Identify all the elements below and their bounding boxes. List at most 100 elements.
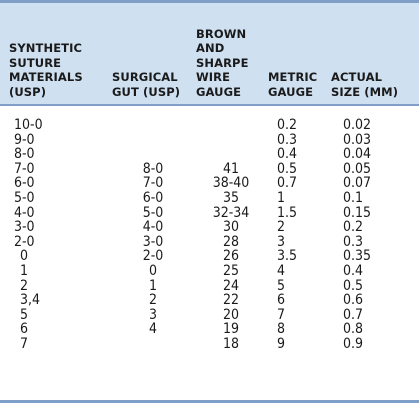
table-cell: 8-0 [142, 160, 164, 177]
table-cell: 20 [222, 306, 240, 323]
table-cell: 0.4 [343, 262, 364, 279]
header-line: GAUGE [196, 84, 242, 99]
table-cell: 1 [20, 262, 29, 279]
header-line: GAUGE [268, 84, 314, 99]
table-cell: 6 [277, 292, 286, 309]
table-cell: 3 [277, 233, 286, 250]
header-line: MATERIALS [9, 70, 83, 84]
table-cell: 2 [277, 219, 286, 236]
table-cell: 3,4 [20, 292, 41, 309]
column-actual: 0.02 0.03 0.04 0.05 0.07 0.1 0.15 0.2 0.3 0.35 0.4… [343, 118, 387, 366]
header-line: SIZE (MM) [331, 84, 399, 99]
table-cell: 0.6 [343, 292, 364, 309]
table-cell [209, 352, 253, 367]
header-line: SUTURE [9, 55, 62, 70]
table-cell: 0 [20, 248, 29, 265]
header-line: ACTUAL [331, 70, 382, 84]
table-cell [133, 352, 173, 367]
table-cell: 0.2 [343, 219, 364, 236]
table-cell: 10-0 [14, 117, 43, 133]
table-cell: 1 [148, 277, 157, 294]
table-cell: 7 [277, 306, 286, 323]
column-synthetic: 10-0 9-0 8-0 7-0 6-0 5-0 4-0 3-0 2-0 0 1 2 3,4 5 6 7 [14, 118, 54, 366]
table-cell: 2 [148, 292, 157, 309]
header-actual: ACTUAL SIZE (MM) [331, 70, 398, 99]
table-cell: 28 [222, 233, 240, 250]
table-cell: 3 [148, 306, 157, 323]
table-cell: 4-0 [142, 219, 164, 236]
header-synthetic: SYNTHETIC SUTURE MATERIALS (USP) [9, 41, 83, 99]
column-metric: 0.2 0.3 0.4 0.5 0.7 1 1.5 2 3 3.5 4 5 6 7 8 9 [277, 118, 311, 366]
table-cell: 2 [20, 277, 29, 294]
header-line: AND [196, 41, 225, 55]
table-cell: 5 [277, 277, 286, 294]
table-cell: 0 [148, 262, 157, 279]
table-cell: 0.2 [277, 117, 298, 133]
table-cell: 41 [222, 160, 240, 177]
header-metric: METRIC GAUGE [268, 70, 317, 99]
table-cell [133, 133, 173, 148]
header-surgical: SURGICAL GUT (USP) [112, 70, 180, 99]
table-cell: 4 [148, 321, 157, 338]
table-cell [133, 147, 173, 162]
header-line: SYNTHETIC [9, 41, 83, 55]
table-cell: 6-0 [14, 175, 35, 192]
table-cell: 0.4 [277, 146, 298, 163]
header-brown-sharpe: BROWN AND SHARPE WIRE GAUGE [196, 27, 249, 100]
table-cell [14, 352, 54, 367]
table-cell: 5-0 [142, 204, 164, 221]
table-cell: 0.3 [343, 233, 364, 250]
table-cell: 0.5 [277, 160, 298, 177]
table-cell: 0.05 [343, 160, 372, 177]
table-cell: 5-0 [14, 189, 35, 206]
table-cell: 0.07 [343, 175, 372, 192]
table-cell: 0.02 [343, 117, 372, 133]
table-cell: 3.5 [277, 248, 298, 265]
table-cell: 3-0 [14, 219, 35, 236]
column-surgical: 8-0 7-0 6-0 5-0 4-0 3-0 2-0 0 1 2 3 4 [133, 118, 173, 366]
table-cell: 8 [277, 321, 286, 338]
table-cell: 35 [222, 189, 240, 206]
table-cell: 7-0 [142, 175, 164, 192]
table-cell: 6-0 [142, 189, 164, 206]
header-line: SHARPE [196, 55, 249, 70]
top-rule [0, 0, 419, 3]
table-cell [209, 147, 253, 162]
bottom-rule [0, 400, 419, 403]
table-cell: 25 [222, 262, 240, 279]
table-cell: 0.5 [343, 277, 364, 294]
table-cell: 7 [20, 335, 29, 352]
table-cell [277, 352, 311, 367]
table-cell [133, 337, 173, 352]
table-cell: 1 [277, 189, 286, 206]
table-cell: 0.7 [277, 175, 298, 192]
table-cell: 0.15 [343, 204, 372, 221]
table-cell: 4-0 [14, 204, 35, 221]
header-line: BROWN [196, 26, 247, 41]
header-line: (USP) [9, 84, 47, 99]
table-cell: 0.7 [343, 306, 364, 323]
table-cell [209, 133, 253, 148]
table-cell: 7-0 [14, 160, 35, 177]
table-cell: 26 [222, 248, 240, 265]
table-cell: 9 [277, 335, 286, 352]
table-cell [133, 118, 173, 133]
table-cell: 2-0 [14, 233, 35, 250]
table-cell: 0.8 [343, 321, 364, 338]
header-line: WIRE [196, 70, 231, 84]
header-line: GUT (USP) [112, 84, 181, 99]
table-cell: 2-0 [142, 248, 164, 265]
table-cell: 8-0 [14, 146, 35, 163]
table-cell: 22 [222, 292, 240, 309]
column-brown-sharpe: 41 38-40 35 32-34 30 28 26 25 24 22 20 19 18 [209, 118, 253, 366]
table-cell: 0.9 [343, 335, 364, 352]
table-header: SYNTHETIC SUTURE MATERIALS (USP) SURGICA… [0, 0, 419, 104]
table-cell [343, 352, 387, 367]
table-cell: 0.35 [343, 248, 372, 265]
header-line: METRIC [268, 70, 318, 84]
table-cell [209, 118, 253, 133]
table-cell: 24 [222, 277, 240, 294]
header-line: SURGICAL [112, 70, 178, 84]
table-cell: 32-34 [212, 204, 250, 221]
table-cell: 0.03 [343, 131, 372, 148]
